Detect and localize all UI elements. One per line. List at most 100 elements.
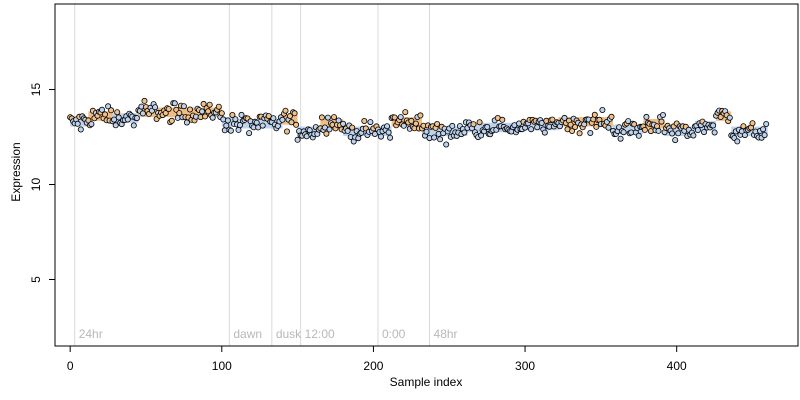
data-point	[124, 116, 131, 123]
data-point	[108, 107, 115, 114]
event-lines	[74, 4, 431, 346]
data-point	[324, 114, 331, 121]
event-label-5: 48hr	[434, 327, 458, 341]
event-label-1: dawn	[233, 327, 262, 341]
data-point	[499, 116, 506, 123]
data-point	[238, 111, 245, 118]
x-tick-label-1: 100	[212, 359, 232, 373]
data-point	[133, 115, 140, 122]
x-tick-label-3: 300	[515, 359, 535, 373]
data-point	[387, 134, 394, 141]
data-point	[168, 117, 175, 124]
data-point	[205, 108, 212, 115]
data-point	[384, 123, 391, 130]
data-point	[672, 137, 679, 144]
data-point	[572, 124, 579, 131]
y-axis: 5 10 15	[29, 83, 56, 283]
data-point	[286, 113, 293, 120]
data-point	[326, 126, 333, 133]
data-point	[734, 138, 741, 145]
data-point	[88, 121, 95, 128]
data-point	[591, 111, 598, 118]
data-point	[461, 129, 468, 136]
data-point	[318, 114, 325, 121]
data-point	[726, 114, 733, 121]
event-label-2: dusk	[276, 327, 302, 341]
data-point	[412, 120, 419, 127]
x-tick-label-2: 200	[363, 359, 383, 373]
data-point	[635, 132, 642, 139]
data-point	[202, 113, 209, 120]
data-point	[367, 119, 374, 126]
data-point	[270, 115, 277, 122]
data-point	[74, 120, 81, 127]
data-point	[402, 109, 409, 116]
data-point	[417, 112, 424, 119]
data-point	[288, 119, 295, 126]
data-point	[283, 128, 290, 135]
data-point	[115, 114, 122, 121]
data-point	[377, 133, 384, 140]
data-point	[232, 116, 239, 123]
data-point	[660, 112, 667, 119]
data-point	[186, 106, 193, 113]
data-point	[434, 121, 441, 128]
band-segment-1	[88, 111, 113, 121]
band-segment-5	[236, 118, 283, 129]
data-point	[99, 106, 106, 113]
data-point	[291, 110, 298, 117]
data-point	[620, 129, 627, 136]
data-point	[323, 130, 330, 137]
data-point	[114, 109, 121, 116]
data-point	[643, 113, 650, 120]
data-point	[701, 129, 708, 136]
data-point	[599, 107, 606, 114]
data-point	[761, 132, 768, 139]
data-point	[293, 121, 300, 128]
data-point	[246, 130, 253, 137]
data-point	[608, 113, 615, 120]
data-point	[199, 108, 206, 115]
data-point	[180, 103, 187, 110]
data-point	[484, 124, 491, 131]
event-label-0: 24hr	[79, 327, 103, 341]
data-point	[391, 114, 398, 121]
plot-frame	[54, 3, 799, 347]
data-point	[279, 116, 286, 123]
data-point	[576, 130, 583, 137]
data-point	[215, 103, 222, 110]
data-point	[112, 122, 119, 129]
data-point	[165, 106, 172, 113]
data-point	[675, 130, 682, 137]
data-point	[397, 114, 404, 121]
data-point	[587, 129, 594, 136]
data-point	[470, 121, 477, 128]
data-point	[669, 130, 676, 137]
data-point	[209, 114, 216, 121]
data-point	[593, 123, 600, 130]
x-tick-label-4: 400	[667, 359, 687, 373]
data-point	[152, 104, 159, 111]
x-tick-label-0: 0	[67, 359, 74, 373]
x-axis-title: Sample index	[390, 375, 463, 389]
data-point	[616, 124, 623, 131]
data-point	[282, 107, 289, 114]
data-point	[102, 111, 109, 118]
data-point	[361, 118, 368, 125]
data-point	[423, 128, 430, 135]
y-axis-title: Expression	[9, 142, 23, 201]
data-point	[431, 134, 438, 141]
data-point	[171, 100, 178, 107]
y-tick-label-0: 5	[29, 276, 43, 283]
data-point	[259, 122, 266, 129]
event-labels: 24hr dawn dusk 12:00 0:00 48hr	[79, 327, 458, 341]
data-point	[340, 120, 347, 127]
data-point	[236, 122, 243, 129]
data-point	[655, 127, 662, 134]
data-point	[77, 126, 84, 133]
band-segment-15	[613, 124, 644, 135]
data-point	[749, 120, 756, 127]
data-point	[330, 114, 337, 121]
data-point	[569, 127, 576, 134]
data-point	[549, 116, 556, 123]
